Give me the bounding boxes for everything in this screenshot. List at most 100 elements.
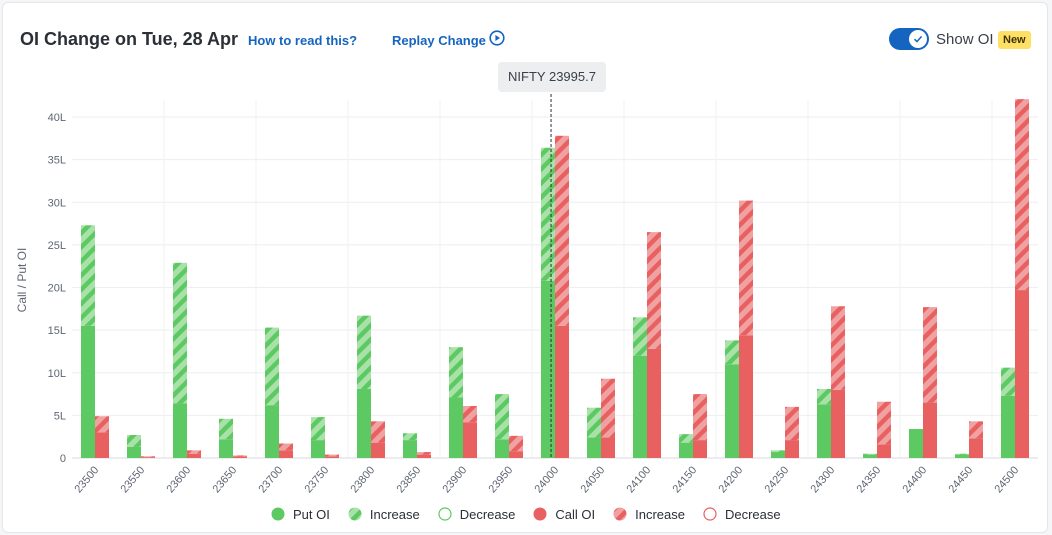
- put-increase-bar: [725, 340, 739, 365]
- x-tick-label: 24000: [532, 464, 561, 495]
- x-tick-label: 23650: [210, 464, 239, 495]
- call-increase-swatch-icon: [613, 507, 627, 521]
- legend-label: Increase: [369, 506, 420, 522]
- legend-label: Increase: [635, 506, 685, 522]
- play-circle-icon[interactable]: [489, 30, 505, 46]
- put-oi-bar: [633, 355, 647, 458]
- x-tick-label: 23600: [164, 464, 193, 495]
- call-increase-bar: [969, 421, 983, 439]
- put-oi-bar: [541, 280, 555, 458]
- replay-change-link[interactable]: Replay Change: [392, 33, 486, 48]
- put-increase-bar: [679, 434, 693, 443]
- legend-put-decrease[interactable]: Decrease: [438, 507, 515, 522]
- put-increase-bar: [817, 388, 831, 405]
- call-oi-bar: [1015, 290, 1029, 458]
- put-increase-bar: [311, 417, 325, 441]
- put-increase-bar: [541, 147, 555, 281]
- legend-put-increase[interactable]: Increase: [348, 507, 420, 522]
- put-increase-bar: [495, 394, 509, 440]
- put-oi-bar: [265, 405, 279, 458]
- put-increase-bar: [955, 453, 969, 455]
- call-increase-bar: [417, 452, 431, 455]
- call-oi-bar: [877, 444, 891, 458]
- put-oi-bar: [587, 437, 601, 458]
- legend-label: Call OI: [555, 506, 596, 522]
- y-tick-label: 10L: [48, 368, 66, 380]
- put-oi-bar: [495, 439, 509, 458]
- put-increase-bar: [863, 453, 877, 455]
- x-tick-label: 23500: [72, 464, 101, 495]
- call-increase-bar: [279, 443, 293, 451]
- show-oi-toggle[interactable]: [889, 28, 929, 50]
- call-increase-bar: [555, 135, 569, 326]
- call-increase-bar: [509, 435, 523, 452]
- call-increase-bar: [647, 232, 661, 349]
- put-oi-bar: [909, 429, 923, 458]
- call-oi-bar: [831, 389, 845, 458]
- legend-label: Put OI: [293, 506, 330, 522]
- call-increase-bar: [831, 306, 845, 390]
- x-tick-label: 24400: [900, 464, 929, 495]
- x-tick-label: 24150: [670, 464, 699, 495]
- y-tick-label: 40L: [48, 112, 66, 124]
- x-tick-label: 24500: [992, 464, 1021, 495]
- put-oi-bar: [679, 442, 693, 458]
- legend-put-oi[interactable]: Put OI: [271, 507, 330, 522]
- call-increase-bar: [1015, 99, 1029, 291]
- y-tick-label: 30L: [48, 197, 66, 209]
- put-oi-bar: [311, 440, 325, 458]
- call-increase-bar: [601, 378, 615, 438]
- toggle-knob: [909, 30, 927, 48]
- legend-call-increase[interactable]: Increase: [613, 507, 685, 522]
- put-oi-bar: [725, 364, 739, 458]
- call-oi-bar: [141, 457, 155, 458]
- legend-call-decrease[interactable]: Decrease: [703, 507, 781, 522]
- put-increase-swatch-icon: [348, 507, 362, 521]
- x-tick-label: 24050: [578, 464, 607, 495]
- call-increase-bar: [141, 456, 155, 458]
- y-axis-label: Call / Put OI: [15, 248, 29, 313]
- call-oi-bar: [325, 456, 339, 458]
- nifty-spot-tooltip: NIFTY 23995.7: [498, 62, 606, 92]
- y-tick-label: 5L: [54, 410, 66, 422]
- x-tick-label: 24450: [946, 464, 975, 495]
- call-oi-bar: [233, 456, 247, 458]
- call-oi-bar: [969, 438, 983, 458]
- call-increase-bar: [693, 394, 707, 441]
- call-increase-bar: [371, 421, 385, 443]
- put-increase-bar: [265, 327, 279, 406]
- call-oi-bar: [555, 325, 569, 458]
- put-oi-bar: [219, 439, 233, 458]
- put-increase-bar: [403, 433, 417, 441]
- call-increase-bar: [187, 450, 201, 454]
- how-to-read-link[interactable]: How to read this?: [248, 33, 358, 48]
- put-increase-bar: [771, 450, 785, 453]
- put-oi-bar: [449, 397, 463, 458]
- check-icon: [913, 35, 923, 43]
- call-oi-bar: [187, 453, 201, 458]
- x-tick-label: 23700: [256, 464, 285, 495]
- legend-call-oi[interactable]: Call OI: [533, 507, 595, 522]
- call-oi-bar: [739, 335, 753, 458]
- call-increase-bar: [233, 455, 247, 457]
- call-oi-bar: [279, 450, 293, 458]
- x-tick-label: 23550: [118, 464, 147, 495]
- y-tick-label: 15L: [48, 325, 66, 337]
- chart-legend: Put OI Increase Decrease Call OI Increas…: [271, 505, 799, 523]
- x-tick-label: 24250: [762, 464, 791, 495]
- call-oi-bar: [509, 451, 523, 458]
- y-tick-label: 35L: [48, 155, 66, 167]
- call-increase-bar: [325, 454, 339, 457]
- axis-labels: 0 5L 10L 15L 20L 25L 30L 35L 40L 23500 23550 23600 2…: [48, 112, 1022, 495]
- put-oi-bar: [771, 452, 785, 458]
- page-title: OI Change on Tue, 28 Apr: [20, 29, 239, 49]
- show-oi-label: Show OI: [936, 31, 994, 48]
- y-tick-label: 0: [60, 453, 66, 465]
- call-increase-bar: [463, 406, 477, 423]
- put-oi-swatch-icon: [271, 507, 285, 521]
- call-oi-bar: [693, 440, 707, 458]
- call-oi-bar: [417, 454, 431, 458]
- call-increase-bar: [95, 416, 109, 433]
- put-oi-bar: [955, 454, 969, 458]
- put-increase-bar: [587, 407, 601, 438]
